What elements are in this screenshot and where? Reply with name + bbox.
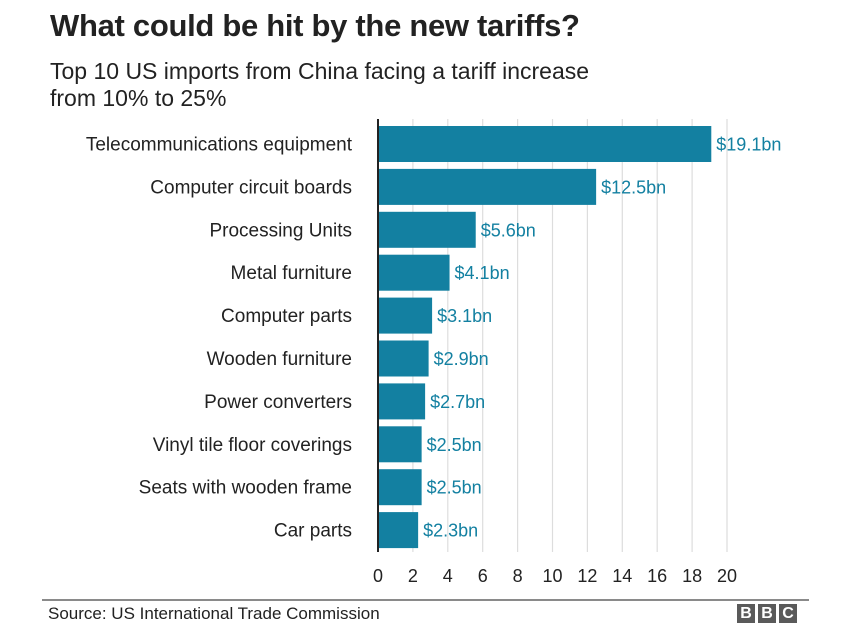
value-label: $3.1bn (437, 306, 492, 326)
category-label: Seats with wooden frame (139, 478, 352, 499)
value-label: $2.5bn (427, 435, 482, 455)
bar-chart: $19.1bn $12.5bn $5.6bn $4.1bn $3.1bn $2.9bn $2… (86, 119, 781, 586)
chart-title: What could be hit by the new tariffs? (50, 8, 580, 43)
bar (378, 469, 422, 506)
bbc-logo: B B C (737, 604, 797, 623)
x-tick-label: 12 (577, 566, 597, 586)
category-label: Telecommunications equipment (86, 135, 353, 156)
x-tick-label: 16 (647, 566, 667, 586)
x-tick-label: 20 (717, 566, 737, 586)
value-label: $2.3bn (423, 521, 478, 541)
value-label: $2.5bn (427, 478, 482, 498)
value-labels: $19.1bn $12.5bn $5.6bn $4.1bn $3.1bn $2.9bn $2… (423, 135, 781, 541)
x-tick-label: 18 (682, 566, 702, 586)
value-label: $4.1bn (455, 263, 510, 283)
bbc-logo-letter: B (737, 604, 755, 623)
bar (378, 126, 712, 162)
bbc-logo-letter: C (779, 604, 797, 623)
value-label: $2.7bn (430, 392, 485, 412)
x-tick-label: 8 (513, 566, 523, 586)
x-tick-label: 10 (542, 566, 562, 586)
x-tick-label: 4 (443, 566, 453, 586)
source-note: Source: US International Trade Commissio… (48, 604, 380, 623)
value-label: $12.5bn (601, 177, 666, 197)
x-tick-label: 2 (408, 566, 418, 586)
chart-subtitle: Top 10 US imports from China facing a ta… (50, 58, 750, 112)
x-tick-label: 6 (478, 566, 488, 586)
bar (378, 512, 419, 549)
bar (378, 426, 422, 463)
value-label: $5.6bn (481, 220, 536, 240)
category-label: Car parts (274, 521, 352, 542)
category-label: Computer parts (221, 306, 352, 327)
bar (378, 383, 426, 420)
category-labels: Telecommunications equipment Computer cir… (86, 135, 353, 542)
category-label: Computer circuit boards (150, 177, 352, 198)
subtitle-line-2: from 10% to 25% (50, 85, 227, 111)
x-tick-label: 0 (373, 566, 383, 586)
category-label: Power converters (204, 392, 352, 413)
x-tick-label: 14 (612, 566, 632, 586)
category-label: Processing Units (209, 220, 352, 241)
category-label: Wooden furniture (207, 349, 352, 370)
bar (378, 211, 476, 248)
bar (378, 168, 597, 205)
bar (378, 340, 429, 377)
footer-divider (42, 599, 809, 601)
subtitle-line-1: Top 10 US imports from China facing a ta… (50, 58, 590, 84)
bar (378, 297, 433, 334)
category-label: Vinyl tile floor coverings (153, 435, 352, 456)
bar (378, 254, 450, 291)
value-label: $2.9bn (434, 349, 489, 369)
bbc-logo-letter: B (758, 604, 776, 623)
value-label: $19.1bn (716, 135, 781, 155)
bars (378, 126, 712, 549)
category-label: Metal furniture (231, 263, 352, 284)
x-tick-labels: 0 2 4 6 8 10 12 14 16 18 20 (373, 566, 737, 586)
